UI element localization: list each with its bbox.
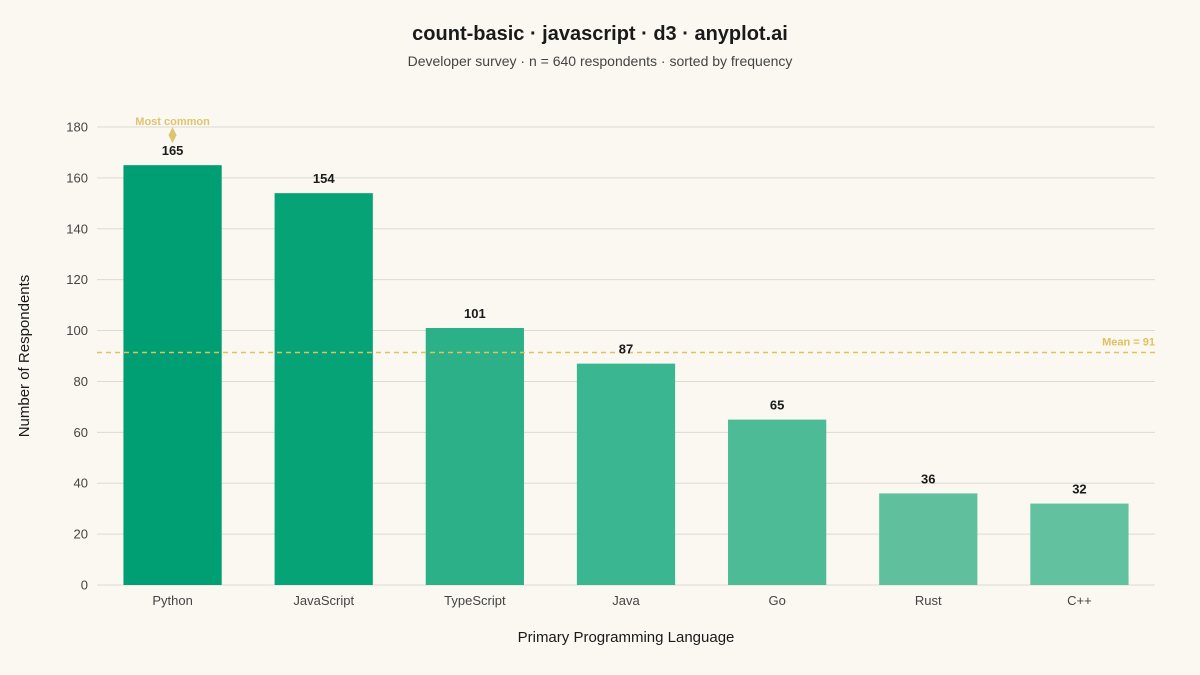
bar-rust [879, 493, 978, 585]
y-tick-label: 120 [66, 272, 88, 287]
value-label: 32 [1072, 482, 1086, 497]
value-label: 165 [162, 143, 184, 158]
x-axis-label: Primary Programming Language [518, 629, 735, 646]
bar-typescript [425, 328, 524, 585]
y-tick-label: 20 [74, 527, 88, 542]
x-tick-label: TypeScript [444, 593, 506, 608]
x-tick-label: JavaScript [293, 593, 354, 608]
y-tick-label: 100 [66, 323, 88, 338]
x-tick-label: Rust [915, 593, 942, 608]
value-labels: 165 154 101 87 65 36 32 [162, 143, 1087, 496]
y-tick-label: 140 [66, 221, 88, 236]
bar-java [576, 363, 676, 585]
x-tick-label: C++ [1067, 593, 1092, 608]
mean-reference: Mean = 91 [97, 336, 1155, 354]
y-tick-label: 40 [74, 476, 88, 491]
annotation-label: Most common [135, 116, 210, 128]
bar-javascript [274, 193, 373, 585]
chart-title: count-basic · javascript · d3 · anyplot.… [412, 23, 788, 45]
bar-python [123, 165, 222, 585]
annotation: Most common [135, 116, 210, 144]
bar-c- [1030, 503, 1129, 585]
value-label: 36 [921, 471, 935, 486]
bar-go [728, 419, 827, 585]
y-axis-ticks: 0 20 40 60 80 100 120 140 160 180 [66, 120, 88, 593]
value-label: 154 [313, 171, 335, 186]
diamond-marker-icon [168, 127, 177, 144]
value-label: 65 [770, 398, 784, 413]
chart-subtitle: Developer survey · n = 640 respondents ·… [408, 53, 793, 69]
x-axis-categories: Python JavaScript TypeScript Java Go Rust C++ [152, 593, 1091, 608]
y-tick-label: 60 [74, 425, 88, 440]
value-label: 101 [464, 306, 486, 321]
y-tick-label: 160 [66, 170, 88, 185]
bars [123, 165, 1129, 585]
x-tick-label: Python [152, 593, 192, 608]
x-tick-label: Java [612, 593, 640, 608]
y-tick-label: 0 [81, 578, 88, 593]
y-axis-label: Number of Respondents [16, 275, 33, 438]
y-tick-label: 80 [74, 374, 88, 389]
x-tick-label: Go [768, 593, 785, 608]
value-label: 87 [619, 342, 633, 357]
mean-label: Mean = 91 [1102, 336, 1155, 348]
y-tick-label: 180 [66, 120, 88, 135]
